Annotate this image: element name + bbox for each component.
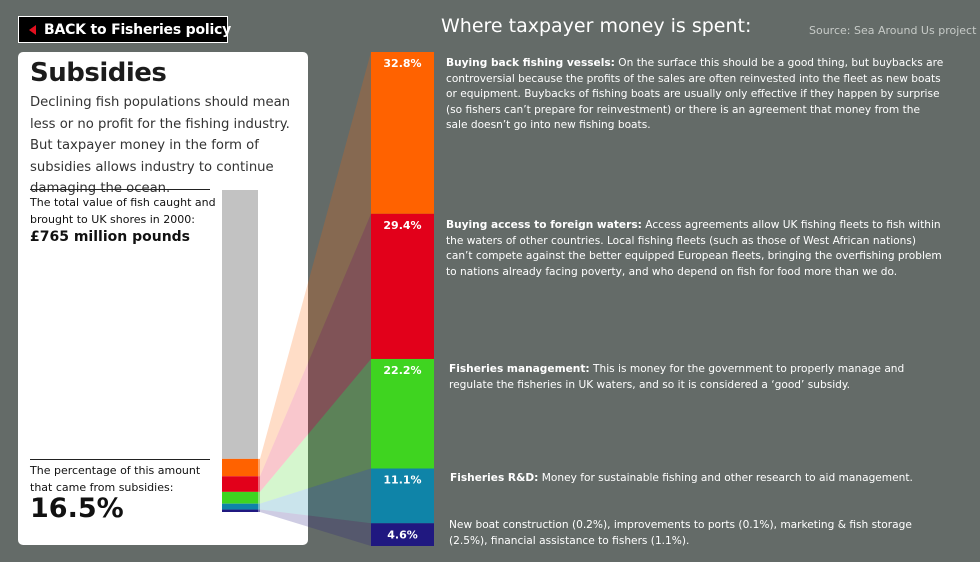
subsidy-bar-edge xyxy=(258,476,260,492)
subsidy-bar-segment xyxy=(222,476,258,492)
description-body: This is money for the government to prop… xyxy=(449,363,905,391)
subsidy-bar-edge xyxy=(258,509,260,512)
chart-title: Where taxpayer money is spent: xyxy=(441,15,752,37)
connector-fan xyxy=(260,468,371,524)
subsidy-bar-segment xyxy=(222,458,258,477)
connector-fan xyxy=(260,213,371,492)
breakdown-bar-segment xyxy=(371,213,434,359)
description-heading: Buying access to foreign waters: xyxy=(446,219,642,231)
description-other: New boat construction (0.2%), improvemen… xyxy=(449,518,947,549)
description-heading: Buying back fishing vessels: xyxy=(446,57,615,69)
total-value-label: The total value of fish caught and broug… xyxy=(30,196,216,226)
divider xyxy=(30,459,210,460)
subsidy-bar-segment xyxy=(222,491,258,504)
subsidy-bar-segment xyxy=(222,509,258,512)
panel-intro: Declining fish populations should mean l… xyxy=(30,95,291,196)
description-research: Fisheries R&D: Money for sustainable fis… xyxy=(450,471,948,487)
back-to-fisheries-policy-button[interactable]: BACK to Fisheries policy xyxy=(18,16,232,43)
description-heading: Fisheries R&D: xyxy=(450,472,539,484)
breakdown-bar-label: 29.4% xyxy=(383,219,421,232)
divider xyxy=(30,189,210,190)
subsidy-percentage-label: The percentage of this amount that came … xyxy=(30,464,201,494)
subsidy-bar-segment xyxy=(222,503,258,510)
non-subsidy-bar xyxy=(222,190,258,459)
connector-fan xyxy=(260,509,371,546)
breakdown-bar-segment xyxy=(371,358,434,469)
description-body: On the surface this should be a good thi… xyxy=(446,57,944,131)
breakdown-bar-label: 32.8% xyxy=(383,57,421,70)
description-buyback: Buying back fishing vessels: On the surf… xyxy=(446,56,944,134)
breakdown-bar-segment xyxy=(371,523,434,546)
source-note: Source: Sea Around Us project xyxy=(809,24,977,37)
subsidy-bar-edge xyxy=(258,491,260,504)
description-body: New boat construction (0.2%), improvemen… xyxy=(449,519,912,547)
breakdown-bar-segment xyxy=(371,52,434,214)
description-management: Fisheries management: This is money for … xyxy=(449,362,947,393)
breakdown-bar-label: 11.1% xyxy=(383,474,421,487)
breakdown-bar-label: 22.2% xyxy=(383,364,421,377)
description-body: Access agreements allow UK fishing fleet… xyxy=(446,219,942,278)
subsidy-bar-edge xyxy=(258,458,260,477)
subsidy-percentage-value: 16.5% xyxy=(30,493,124,524)
breakdown-bar-label: 4.6% xyxy=(387,528,418,541)
description-body: Money for sustainable fishing and other … xyxy=(541,472,913,484)
description-heading: Fisheries management: xyxy=(449,363,590,375)
back-arrow-icon xyxy=(29,24,36,35)
connector-fan xyxy=(260,358,371,504)
back-button-label: BACK to Fisheries policy xyxy=(44,21,232,38)
panel-title: Subsidies xyxy=(30,58,167,88)
description-foreign-access: Buying access to foreign waters: Access … xyxy=(446,218,944,280)
breakdown-bar-segment xyxy=(371,468,434,524)
connector-fan xyxy=(260,52,371,477)
subsidy-bar-edge xyxy=(258,503,260,510)
total-value: £765 million pounds xyxy=(30,229,191,245)
